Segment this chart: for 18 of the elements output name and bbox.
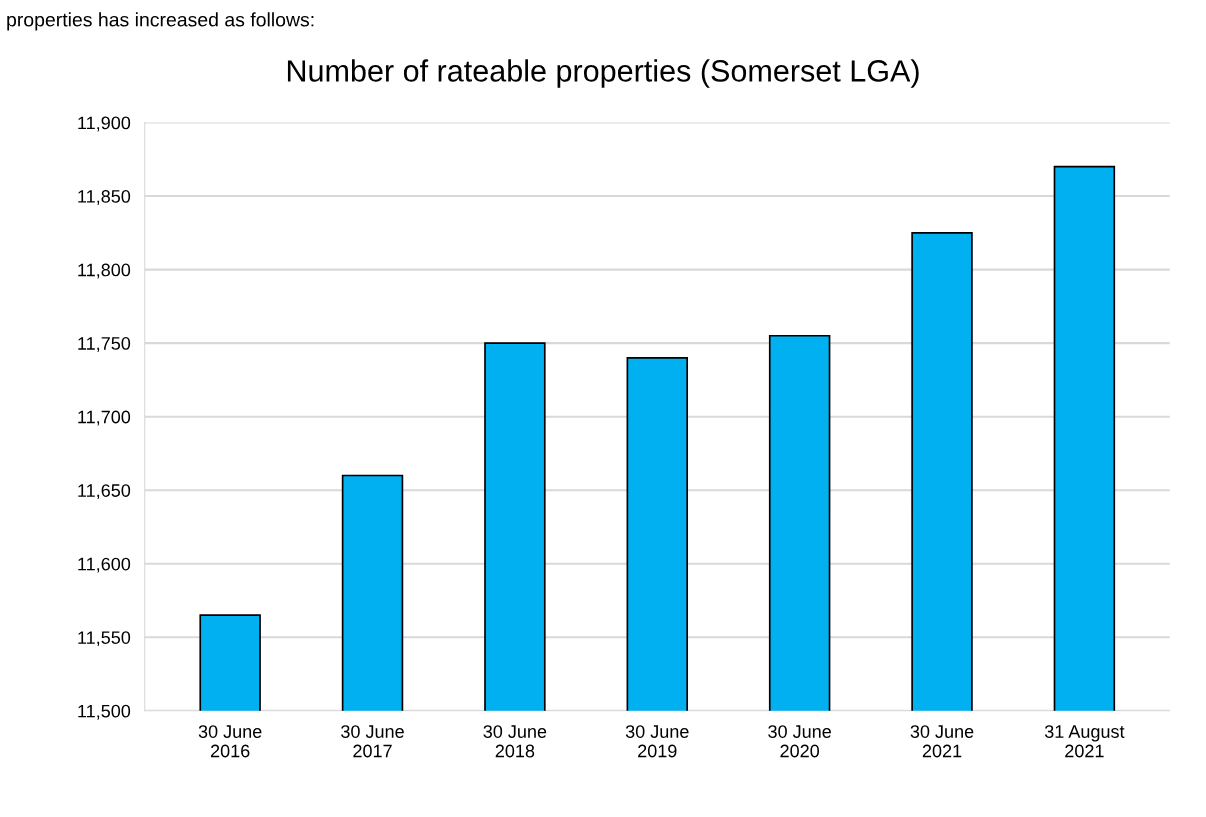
x-tick-label: 30 June 2019 [625,725,689,758]
x-tick-label: 30 June 2017 [341,725,404,758]
text: properties has increased as follows: [7,12,314,31]
y-tick-label: 11,700 [78,410,131,426]
y-tick-label: 11,550 [78,631,131,647]
chart-title: Number of rateable properties (Somerset LGA) [287,59,919,88]
y-tick-label: 11,750 [78,337,131,352]
x-tick-label: 30 June 2016 [198,725,262,758]
y-tick-label: 11,650 [78,484,131,500]
y-tick-label: 11,500 [78,704,131,720]
x-tick-label: 30 June 2018 [483,725,547,758]
x-tick-label: 30 June 2021 [910,725,974,758]
y-tick-label: 11,850 [78,190,131,205]
y-tick-label: 11,800 [78,263,131,279]
y-tick-label: 11,900 [78,116,131,132]
y-tick-label: 11,600 [78,557,131,573]
x-tick-label: 30 June 2020 [768,725,831,758]
x-tick-label: 31 August 2021 [1044,725,1125,758]
